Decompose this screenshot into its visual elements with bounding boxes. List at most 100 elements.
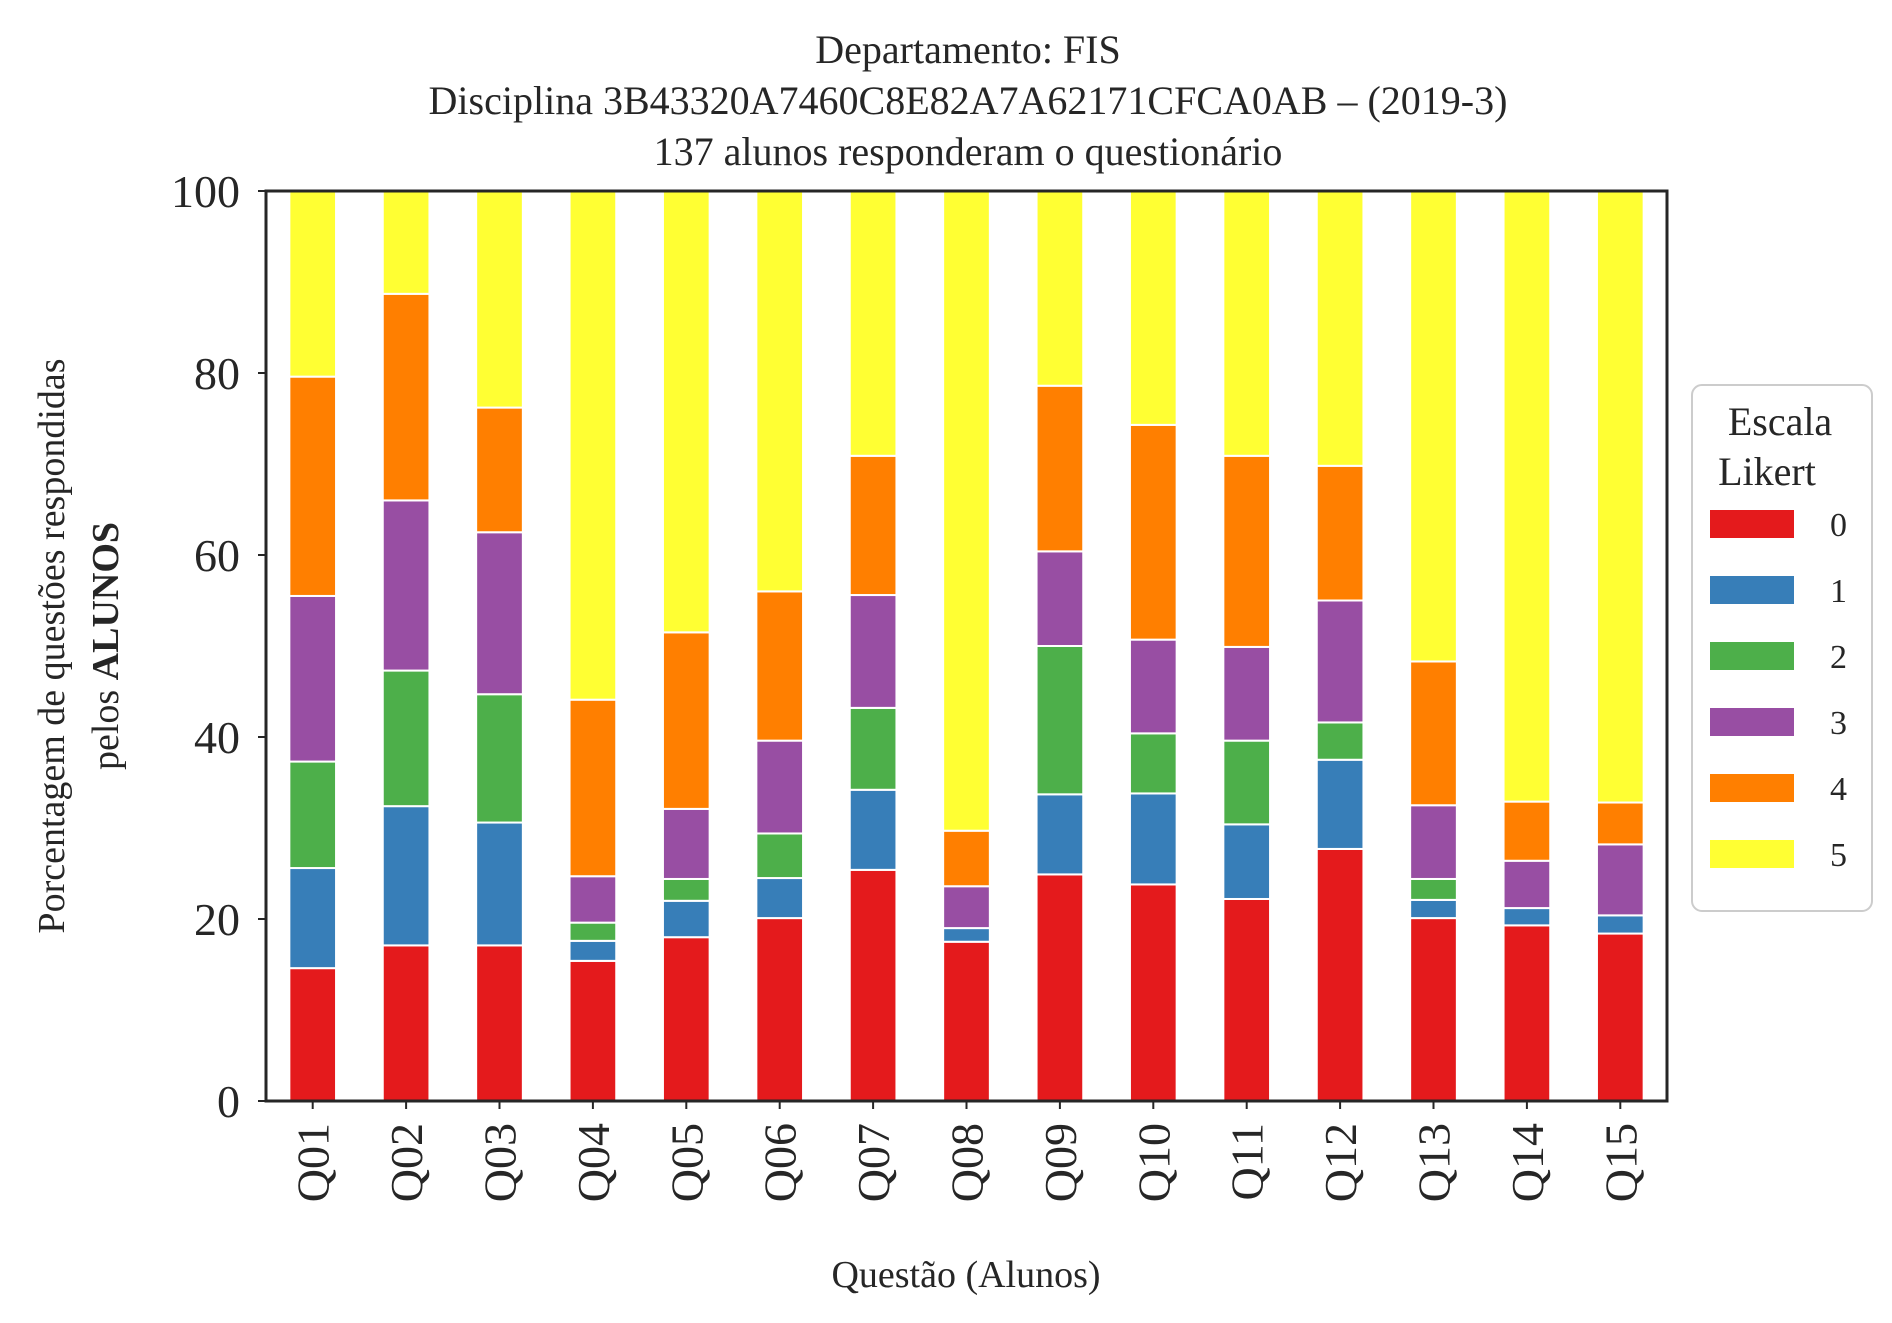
x-tick-label-q09: Q09 [1035, 1123, 1086, 1202]
legend-items: 0 1 2 3 4 5 [1710, 507, 1847, 874]
bar-segment-q15-level-3 [1595, 843, 1645, 917]
bar-segment-q12-level-2 [1315, 721, 1365, 761]
x-tick-label-q13: Q13 [1409, 1123, 1460, 1202]
x-axis-ticks: Q01 Q02 Q03 Q04 Q05 Q06 Q07 Q08 Q09 Q10 Q11 Q12 Q13 Q… [288, 1101, 1646, 1202]
y-tick-label: 80 [194, 348, 240, 399]
bar-segment-q06-level-2 [755, 832, 805, 880]
bar-segment-q08-level-1 [942, 927, 991, 943]
y-tick-label: 40 [194, 712, 240, 763]
x-tick-label-q11: Q11 [1222, 1123, 1273, 1201]
legend-title-line-2: Likert [1718, 449, 1816, 494]
bar-segment-q13-level-0 [1409, 917, 1458, 1103]
x-tick-label-q07: Q07 [848, 1123, 899, 1202]
bar-segment-q06-level-0 [755, 917, 805, 1103]
legend-label-0: 0 [1830, 507, 1847, 544]
bar-segment-q11-level-3 [1222, 645, 1272, 742]
bar-segment-q10-level-0 [1128, 883, 1178, 1102]
bar-segment-q11-level-0 [1222, 897, 1272, 1102]
bar-segment-q14-level-1 [1502, 907, 1552, 927]
x-tick-label-q15: Q15 [1595, 1123, 1646, 1202]
bar-segment-q03-level-3 [475, 531, 524, 696]
y-axis-ticks: 0 20 40 60 80 100 [171, 166, 266, 1127]
bar-segment-q01-level-0 [288, 967, 338, 1103]
bar-segment-q11-level-4 [1222, 454, 1272, 648]
bar-segment-q08-level-4 [942, 829, 991, 888]
legend-label-3: 3 [1830, 705, 1847, 742]
x-tick-label-q12: Q12 [1315, 1123, 1366, 1202]
bar-segment-q09-level-4 [1035, 384, 1085, 553]
legend-swatch-0 [1710, 510, 1794, 538]
y-axis-label-bold: ALUNOS [85, 522, 127, 680]
bar-segment-q09-level-2 [1035, 645, 1085, 796]
bar-segment-q05-level-3 [661, 807, 711, 880]
bar-segment-q01-level-4 [288, 375, 338, 597]
title-line-1: Departamento: FIS [815, 27, 1121, 72]
y-axis-label-prefix: pelos [85, 680, 127, 770]
bar-segment-q09-level-5 [1035, 190, 1085, 387]
legend-swatch-4 [1710, 774, 1794, 802]
bar-segment-q05-level-4 [661, 631, 711, 810]
bar-segment-q05-level-0 [661, 936, 711, 1103]
bar-segment-q03-level-2 [475, 693, 524, 824]
bar-segment-q13-level-5 [1409, 190, 1458, 663]
bar-segment-q02-level-5 [381, 190, 431, 295]
bar-segment-q15-level-1 [1595, 914, 1645, 935]
bar-segment-q05-level-1 [661, 899, 711, 939]
bar-segment-q05-level-2 [661, 877, 711, 902]
bar-segment-q04-level-5 [568, 190, 618, 701]
bar-segment-q09-level-3 [1035, 550, 1085, 647]
bar-segment-q14-level-4 [1502, 800, 1552, 862]
bar-segment-q07-level-2 [848, 706, 898, 791]
bar-segment-q06-level-4 [755, 590, 805, 742]
y-tick-label: 60 [194, 530, 240, 581]
bar-segment-q04-level-1 [568, 939, 618, 962]
legend-label-2: 2 [1830, 639, 1847, 676]
legend-label-5: 5 [1830, 837, 1847, 874]
bar-segment-q13-level-4 [1409, 660, 1458, 807]
bar-segment-q04-level-0 [568, 959, 618, 1102]
legend-swatch-1 [1710, 576, 1794, 604]
x-tick-label-q05: Q05 [661, 1123, 712, 1202]
bar-segment-q04-level-4 [568, 698, 618, 878]
bar-segment-q03-level-5 [475, 190, 524, 409]
bar-segment-q01-level-1 [288, 867, 338, 970]
bar-segment-q04-level-3 [568, 875, 618, 924]
title-line-3: 137 alunos responderam o questionário [654, 129, 1283, 174]
legend-title-line-1: Escala [1728, 399, 1833, 444]
bar-segment-q06-level-5 [755, 190, 805, 593]
bar-segment-q02-level-0 [381, 944, 431, 1103]
bar-segment-q14-level-3 [1502, 859, 1552, 910]
bar-segment-q01-level-2 [288, 760, 338, 870]
plot-frame [264, 189, 1669, 1103]
bars-group [288, 190, 1645, 1103]
bar-segment-q08-level-3 [942, 885, 991, 930]
legend-swatch-2 [1710, 642, 1794, 670]
bar-segment-q06-level-3 [755, 739, 805, 835]
x-tick-label-q03: Q03 [475, 1123, 526, 1202]
bar-segment-q12-level-1 [1315, 758, 1365, 850]
y-tick-label: 0 [217, 1076, 240, 1127]
bar-segment-q03-level-4 [475, 406, 524, 534]
x-tick-label-q02: Q02 [381, 1123, 432, 1202]
bar-segment-q09-level-1 [1035, 793, 1085, 876]
bar-segment-q07-level-1 [848, 788, 898, 871]
bar-segment-q12-level-5 [1315, 190, 1365, 467]
bar-segment-q07-level-4 [848, 454, 898, 597]
chart-title: Departamento: FIS Disciplina 3B43320A746… [429, 27, 1508, 174]
legend-swatch-5 [1710, 840, 1794, 868]
legend-label-4: 4 [1830, 771, 1847, 808]
bar-segment-q14-level-0 [1502, 924, 1552, 1102]
bar-segment-q15-level-0 [1595, 932, 1645, 1102]
bar-segment-q08-level-0 [942, 940, 991, 1102]
x-axis-label: Questão (Alunos) [831, 1254, 1100, 1296]
bar-segment-q14-level-5 [1502, 190, 1552, 803]
bar-segment-q10-level-4 [1128, 423, 1178, 641]
bar-segment-q04-level-2 [568, 921, 618, 942]
bar-segment-q01-level-5 [288, 190, 338, 378]
bar-segment-q07-level-3 [848, 594, 898, 709]
x-tick-label-q01: Q01 [288, 1123, 339, 1202]
bar-segment-q12-level-4 [1315, 464, 1365, 602]
title-line-2: Disciplina 3B43320A7460C8E82A7A62171CFCA… [429, 78, 1508, 123]
x-tick-label-q08: Q08 [942, 1123, 993, 1202]
bar-segment-q02-level-1 [381, 805, 431, 947]
